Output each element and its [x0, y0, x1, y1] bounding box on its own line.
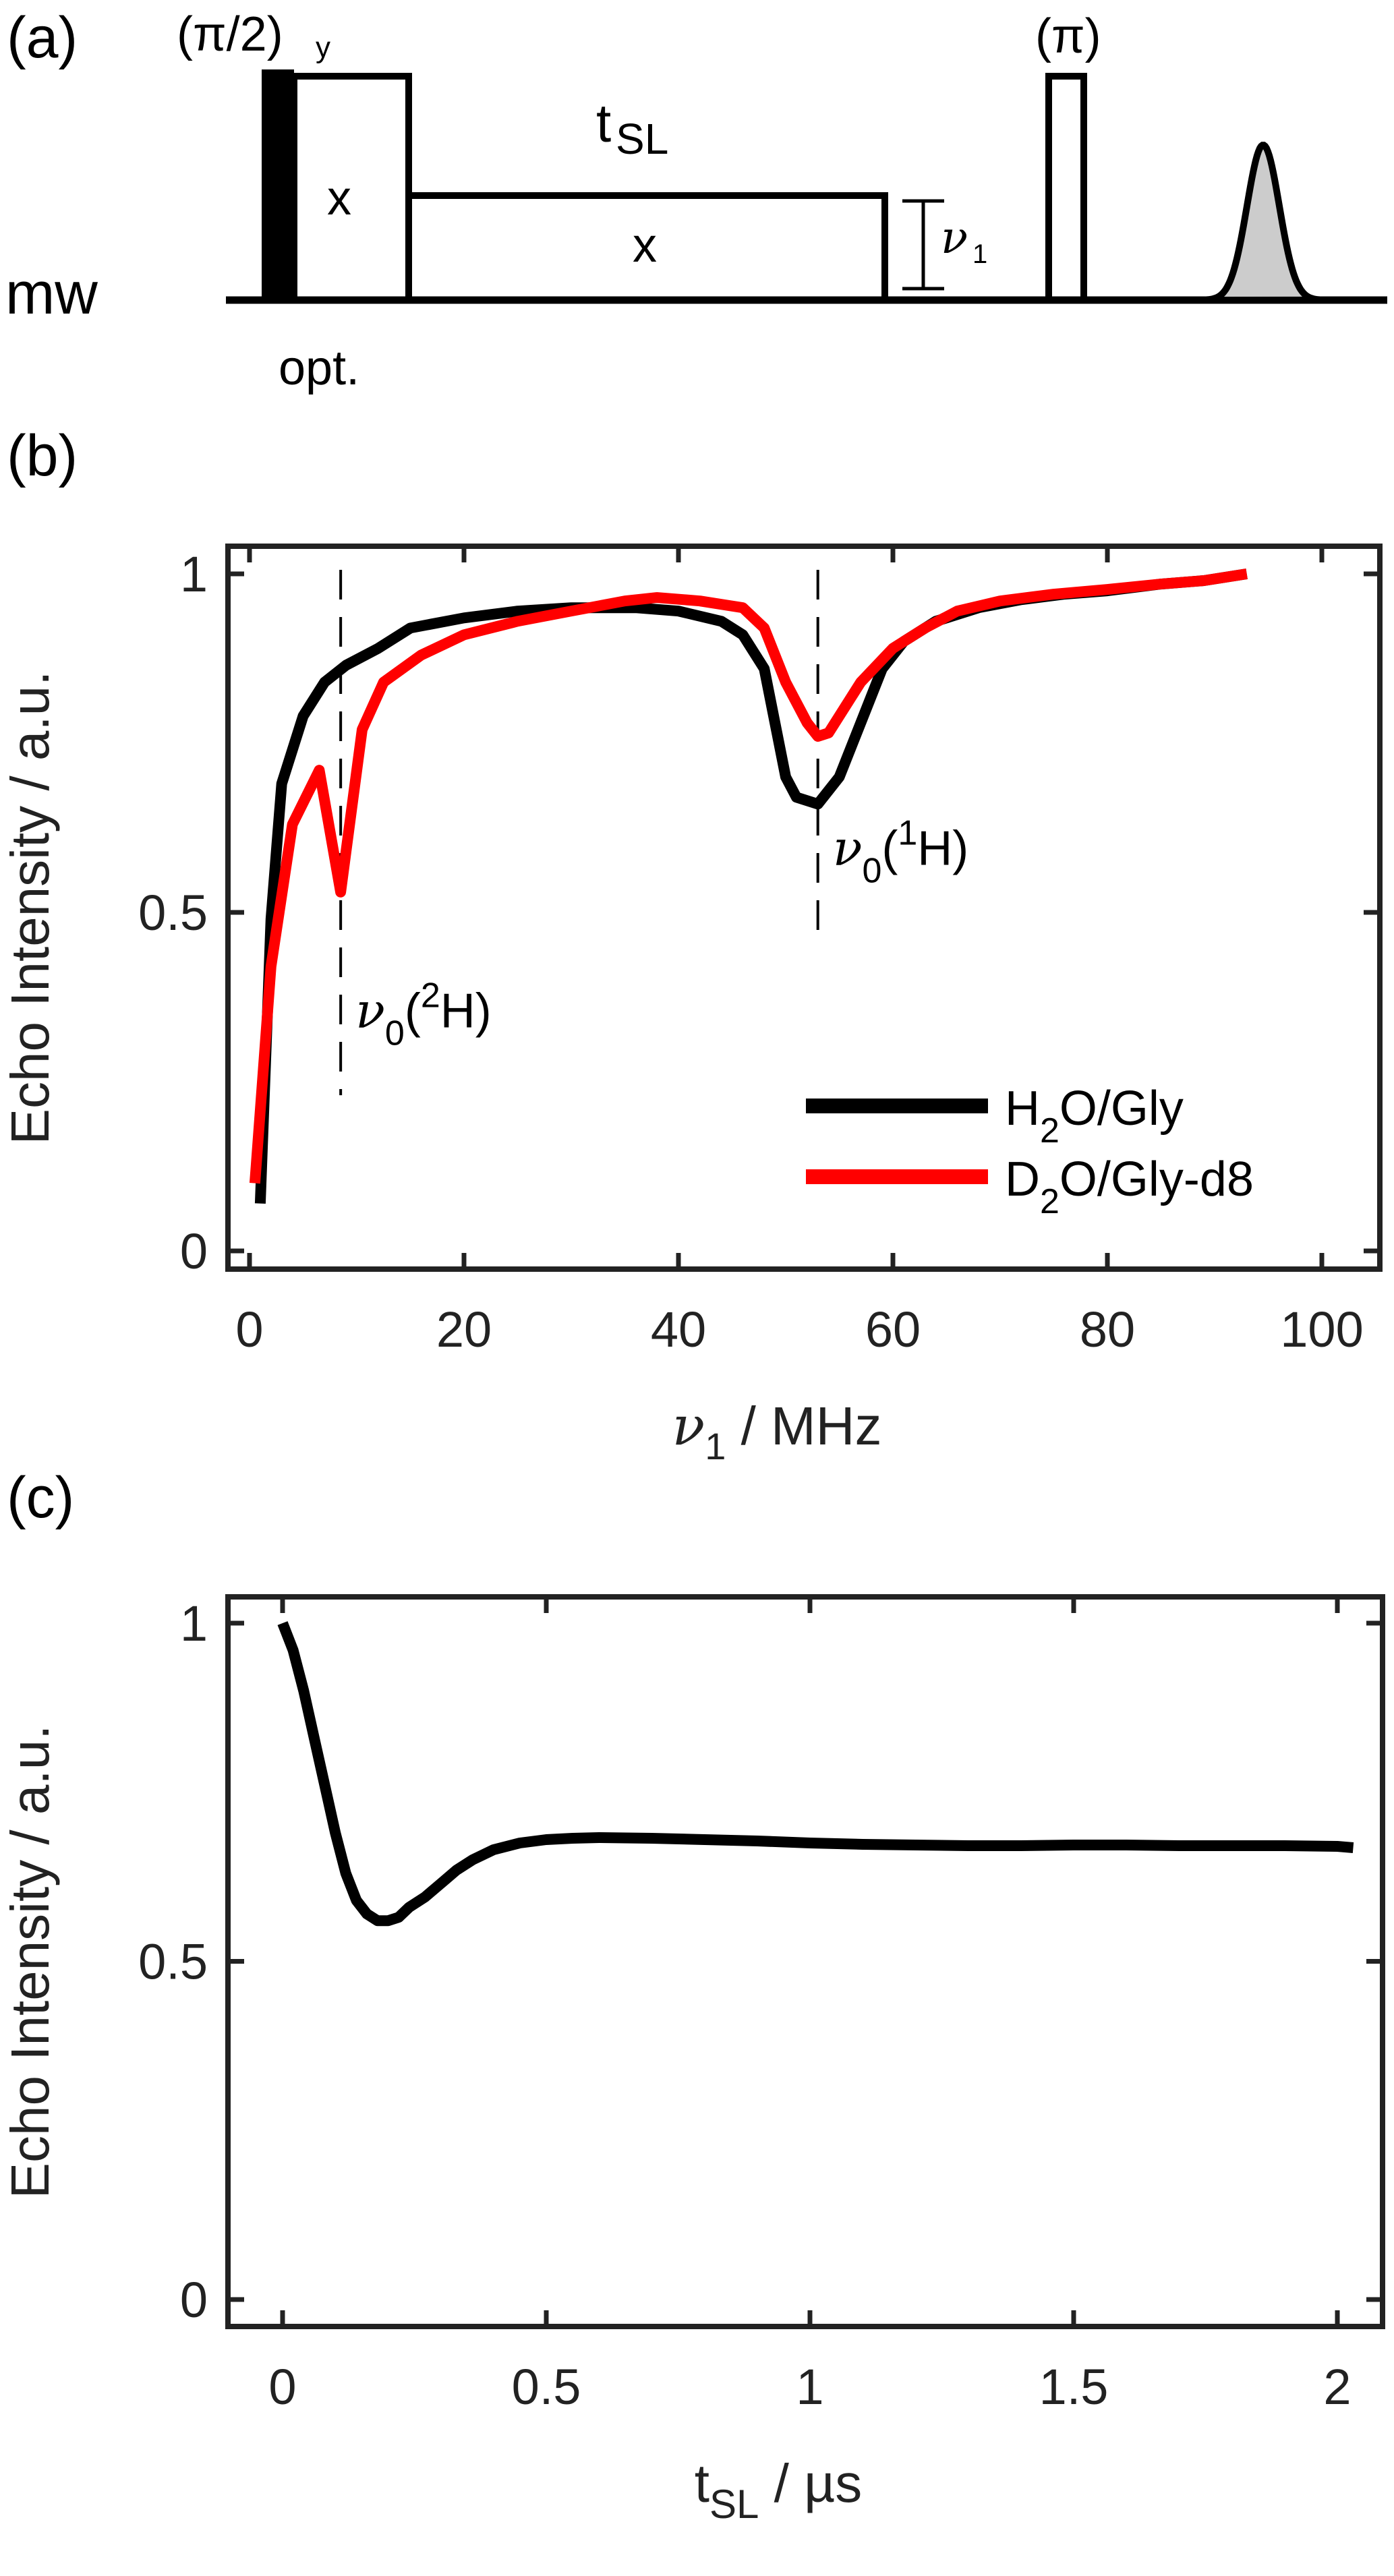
echo-signal	[1196, 142, 1328, 304]
x-tick-label: 0.5	[512, 2359, 581, 2415]
optional-pulse	[262, 69, 294, 300]
y-tick-label: 0.5	[138, 885, 208, 941]
pi-half-phase: x	[327, 171, 351, 225]
x-axis-title-b: ν1 / MHz	[672, 1395, 882, 1467]
x-tick-label: 1	[796, 2359, 823, 2415]
y-tick-label: 0	[180, 2272, 208, 2328]
x-axis-symbol-b: ν	[672, 1395, 705, 1457]
x-axis-main-c: t	[695, 2453, 709, 2513]
x-tick-label: 0	[235, 1301, 263, 1357]
series-line-echo	[277, 1621, 1354, 1927]
x-tick-label: 0	[268, 2359, 296, 2415]
x-tick-label: 40	[651, 1301, 706, 1357]
resonance-label: ν0(1H)	[833, 814, 969, 891]
panel-label-a: (a)	[7, 5, 78, 70]
amplitude-bracket	[902, 199, 944, 291]
y-tick-label: 1	[180, 1596, 208, 1651]
pi-half-label: (π/2)	[177, 7, 283, 61]
x-tick-label: 2	[1323, 2359, 1351, 2415]
amplitude-symbol: ν	[941, 212, 968, 264]
axes-frame-b	[225, 544, 1383, 1272]
chart-panel-c: 0 0.5 1 1.5 2 0 0.5 1 Echo Intensity / a.u. tSL…	[0, 1594, 1385, 2527]
series-line-d2o-gly-d8	[249, 568, 1248, 1184]
pi-label: (π)	[1035, 9, 1101, 63]
y-tick-label: 0	[180, 1223, 208, 1279]
x-tick-label: 100	[1280, 1301, 1363, 1357]
x-axis-sub-b: 1	[705, 1425, 726, 1467]
y-tick-label: 0.5	[138, 1934, 208, 1990]
chart-panel-b: 0 20 40 60 80 100 0 0.5 1 ν0(2H) ν0(1H) Echo Inte…	[0, 544, 1383, 1467]
pi-half-pulse	[291, 73, 412, 303]
optional-note: opt.	[279, 341, 359, 395]
y-axis-title-b: Echo Intensity / a.u.	[0, 671, 60, 1145]
x-axis-sub-c: SL	[709, 2482, 759, 2527]
y-axis-title-c: Echo Intensity / a.u.	[0, 1725, 60, 2199]
pi-half-subscript: y	[316, 31, 330, 64]
axes-frame-c	[225, 1594, 1385, 2329]
legend-label: D2O/Gly-d8	[1005, 1152, 1254, 1221]
pulse-sequence: mw ν 1 (π/2) y x opt. t SL x (π)	[5, 7, 1387, 395]
spinlock-time-label: t	[596, 93, 611, 153]
x-axis-unit-b: / MHz	[726, 1396, 881, 1456]
spinlock-pulse	[405, 192, 888, 300]
amplitude-subscript: 1	[972, 239, 987, 269]
x-axis-title-c: tSL / µs	[695, 2453, 862, 2527]
x-tick-label: 60	[865, 1301, 921, 1357]
x-tick-label: 1.5	[1039, 2359, 1109, 2415]
spinlock-time-subscript: SL	[616, 115, 668, 163]
panel-label-c: (c)	[7, 1465, 74, 1530]
resonance-label: ν0(2H)	[355, 976, 492, 1053]
x-tick-label: 80	[1080, 1301, 1135, 1357]
legend-label: H2O/Gly	[1005, 1082, 1184, 1150]
spinlock-phase: x	[633, 218, 657, 272]
y-tick-label: 1	[180, 546, 208, 602]
channel-label: mw	[5, 260, 98, 326]
pi-pulse	[1045, 73, 1087, 303]
x-axis-unit-c: / µs	[759, 2453, 862, 2513]
panel-label-b: (b)	[7, 423, 78, 488]
x-tick-label: 20	[436, 1301, 492, 1357]
